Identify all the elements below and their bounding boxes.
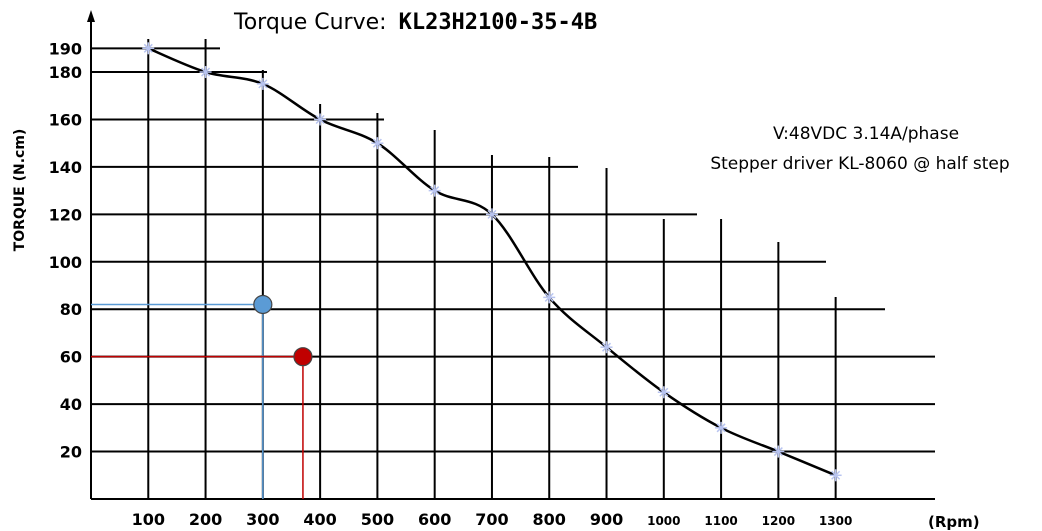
y-tick-label: 160 [49, 110, 82, 129]
data-point-marker [600, 341, 613, 354]
y-tick-label: 100 [49, 253, 82, 272]
y-tick-label: 60 [60, 348, 82, 367]
x-tick-label: 1100 [704, 514, 737, 528]
x-tick-label: 1000 [647, 514, 680, 528]
data-point-marker [314, 113, 327, 126]
annotation-voltage: V:48VDC 3.14A/phase [773, 124, 959, 144]
data-point-marker [256, 77, 269, 90]
annotation-driver: Stepper driver KL-8060 @ half step [710, 154, 1009, 174]
y-tick-label: 140 [49, 158, 82, 177]
data-point-marker [657, 386, 670, 399]
data-point-marker [371, 137, 384, 150]
series-layer [142, 42, 842, 482]
chart-title-model: KL23H2100-35-4B [399, 10, 598, 35]
x-tick-label: 1200 [762, 514, 795, 528]
y-tick-label: 120 [49, 205, 82, 224]
x-tick-label: 800 [533, 510, 566, 529]
data-point-marker [142, 42, 155, 55]
x-tick-label: 200 [189, 510, 222, 529]
x-tick-label: 500 [361, 510, 394, 529]
y-tick-label: 180 [49, 63, 82, 82]
grid-layer [91, 39, 935, 499]
x-tick-label: 100 [132, 510, 165, 529]
x-tick-label: 400 [303, 510, 336, 529]
x-tick-label: 900 [590, 510, 623, 529]
x-tick-label: 700 [475, 510, 508, 529]
data-point-marker [485, 208, 498, 221]
points-layer [91, 294, 313, 499]
chart-title-prefix: Torque Curve: [233, 10, 387, 35]
x-tick-label: 300 [246, 510, 279, 529]
data-point-marker [715, 421, 728, 434]
y-axis-label: TORQUE (N.cm) [12, 129, 28, 252]
operating-point-marker-0 [253, 294, 273, 315]
y-tick-label: 80 [60, 300, 82, 319]
y-tick-label: 40 [60, 395, 82, 414]
y-axis-arrow [87, 10, 95, 22]
x-tick-label: 600 [418, 510, 451, 529]
x-tick-label: 1300 [819, 514, 852, 528]
operating-point-marker-1 [293, 347, 313, 367]
ticks-layer: 20 40 60 80 100 120 140 160 180 190 100 200 300 400 50… [49, 39, 853, 529]
axes-layer [87, 10, 935, 500]
y-tick-label: 190 [49, 39, 82, 58]
data-point-marker [199, 66, 212, 79]
data-point-marker [428, 184, 441, 197]
data-point-marker [772, 445, 785, 458]
x-axis-label: (Rpm) [928, 513, 980, 531]
chart-title: Torque Curve: KL23H2100-35-4B [233, 10, 597, 35]
data-point-marker [829, 469, 842, 482]
y-tick-label: 20 [60, 443, 82, 462]
data-point-marker [543, 291, 556, 304]
